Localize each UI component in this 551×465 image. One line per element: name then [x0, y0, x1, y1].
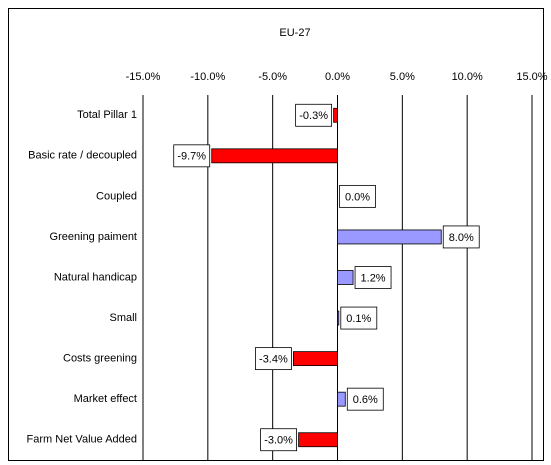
value-label-box: [339, 184, 376, 208]
y-tick-label: Greening paiment: [50, 231, 137, 243]
x-tick-label: -10.0%: [190, 71, 225, 83]
value-label: 1.2%: [361, 272, 386, 284]
y-tick-label: Market effect: [74, 393, 137, 405]
y-tick-label: Total Pillar 1: [77, 109, 137, 121]
x-tick-label: 15.0%: [516, 71, 547, 83]
value-label-box: [173, 144, 211, 168]
chart-title: EU-27: [279, 27, 310, 39]
x-tick-label: -15.0%: [126, 71, 161, 83]
value-label: 0.0%: [345, 191, 370, 203]
value-label: -0.3%: [299, 110, 328, 122]
y-tick-label: Farm Net Value Added: [27, 434, 137, 446]
value-label: 0.1%: [346, 313, 371, 325]
y-tick-label: Costs greening: [63, 353, 137, 365]
value-label-box: [260, 428, 298, 452]
y-tick-label: Basic rate / decoupled: [28, 150, 137, 162]
value-label-box: [340, 306, 378, 330]
bar: [337, 310, 340, 326]
x-tick-label: 0.0%: [325, 71, 350, 83]
x-tick-label: -5.0%: [258, 71, 287, 83]
value-label: -3.4%: [259, 354, 288, 366]
value-label-box: [354, 266, 392, 289]
value-label: -3.0%: [264, 435, 293, 447]
bar: [298, 432, 338, 448]
x-tick-label: 10.0%: [452, 71, 483, 83]
bar: [333, 107, 338, 123]
value-label-box: [442, 225, 480, 249]
value-label-box: [255, 347, 292, 371]
value-label: 0.6%: [353, 394, 378, 406]
x-tick-label: 5.0%: [390, 71, 415, 83]
bar: [293, 351, 338, 367]
value-label: 8.0%: [449, 232, 474, 244]
y-tick-label: Coupled: [96, 190, 137, 202]
bar: [337, 229, 442, 245]
bar: [211, 148, 338, 164]
value-label: -9.7%: [177, 151, 206, 163]
y-tick-label: Small: [109, 312, 137, 324]
value-label-box: [346, 387, 384, 411]
value-label-box: [295, 103, 333, 127]
bar: [337, 391, 346, 407]
y-tick-label: Natural handicap: [54, 271, 137, 283]
bar: [337, 270, 354, 285]
